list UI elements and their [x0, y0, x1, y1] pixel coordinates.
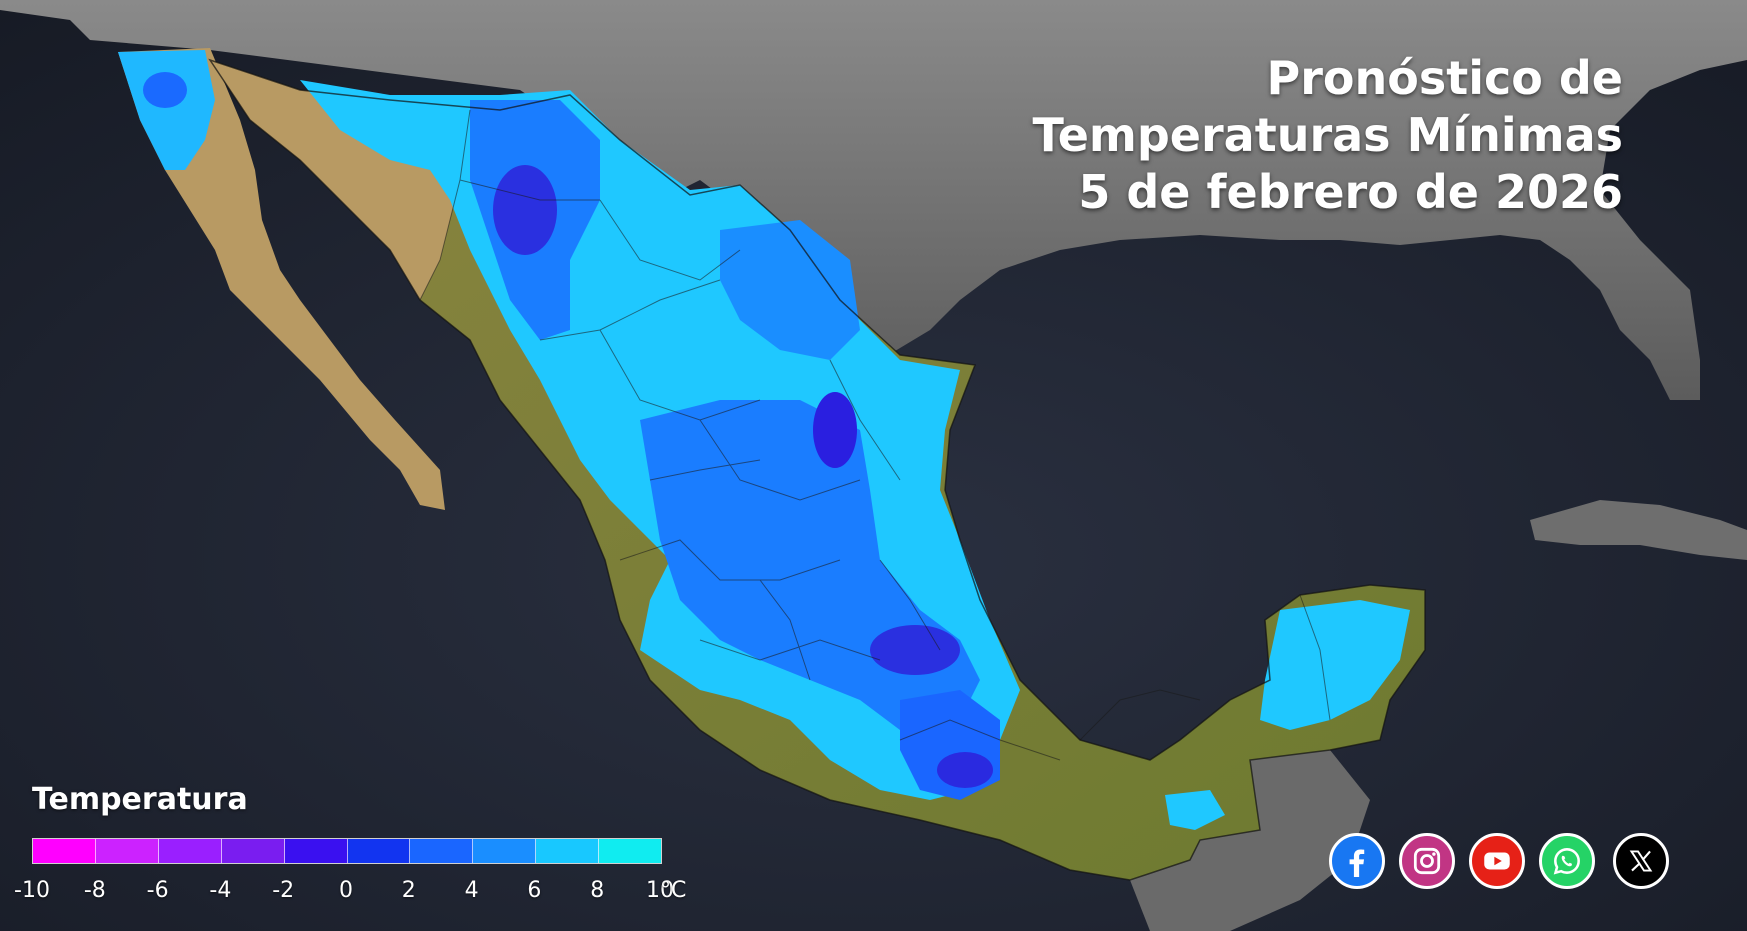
title-line-2: Temperaturas Mínimas: [1032, 108, 1623, 162]
legend-swatch: [158, 839, 222, 863]
title-line-1: Pronóstico de: [1266, 51, 1624, 105]
legend-tick-label: -4: [209, 878, 232, 903]
legend-swatch: [536, 839, 600, 863]
legend-tick-label: -10: [14, 878, 50, 903]
state-borders: [419, 109, 1331, 761]
legend-swatch: [473, 839, 537, 863]
legend-tick-label: 2: [401, 878, 416, 903]
legend-tick-label: 8: [590, 878, 605, 903]
cold-zone-mid-3: [720, 220, 860, 360]
map-title: Pronóstico de Temperaturas Mínimas 5 de …: [1032, 50, 1623, 221]
youtube-button[interactable]: [1469, 833, 1525, 889]
youtube-icon: [1484, 852, 1510, 870]
legend-swatch: [599, 839, 662, 863]
legend-tick-label: -2: [272, 878, 295, 903]
legend-tick-label: -6: [146, 878, 169, 903]
mexico-outline: [208, 58, 1426, 881]
cold-core-south-2: [937, 752, 993, 788]
legend-swatch: [33, 839, 96, 863]
legend-swatch: [347, 839, 411, 863]
x-icon: [1629, 850, 1653, 872]
legend-swatch: [284, 839, 348, 863]
cold-core-north: [493, 165, 557, 255]
instagram-icon: [1413, 847, 1441, 875]
legend-swatch: [95, 839, 159, 863]
chiapas-cold-patch: [1165, 790, 1225, 830]
baja-california: [118, 48, 445, 510]
legend-swatch: [221, 839, 285, 863]
x-button[interactable]: [1613, 833, 1669, 889]
legend-tick-label: 4: [464, 878, 479, 903]
baja-cold-zone: [118, 50, 215, 170]
cold-core-south: [870, 625, 960, 675]
legend-tick-label: 6: [527, 878, 542, 903]
legend-tick-label: 10: [646, 878, 674, 903]
whatsapp-button[interactable]: [1539, 833, 1595, 889]
legend-swatch: [410, 839, 474, 863]
facebook-button[interactable]: [1329, 833, 1385, 889]
facebook-icon: [1349, 849, 1365, 877]
legend-title: Temperatura: [32, 782, 248, 817]
usa-landmass: [0, 0, 1747, 400]
legend-tick-label: -8: [83, 878, 106, 903]
legend-unit: °C: [660, 878, 687, 903]
instagram-button[interactable]: [1399, 833, 1455, 889]
legend-color-bar: [32, 838, 662, 864]
cuba-landmass: [1530, 500, 1747, 560]
baja-cold-core: [143, 72, 187, 108]
title-line-3: 5 de febrero de 2026: [1078, 165, 1623, 219]
legend-tick-label: 0: [339, 878, 353, 903]
cold-core-central: [813, 392, 857, 468]
whatsapp-icon: [1553, 848, 1580, 875]
yucatan-cold-zone: [1260, 600, 1410, 730]
